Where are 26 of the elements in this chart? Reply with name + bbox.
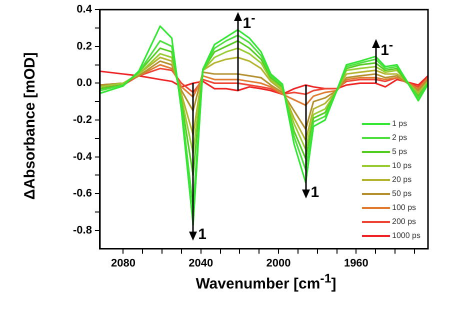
y-tick-label: 0.0 (76, 77, 92, 90)
x-tick-label: 2040 (188, 257, 214, 270)
y-tick-label: -0.2 (72, 114, 92, 126)
annotation: 1 (310, 184, 320, 201)
legend-label: 200 ps (392, 217, 416, 226)
y-tick-label: 0.2 (76, 40, 92, 52)
x-tick-label: 2080 (111, 257, 136, 270)
y-tick-label: 0.4 (76, 4, 93, 16)
y-axis-title: ΔAbsorbance [mOD] (22, 52, 38, 200)
x-tick-label: 2000 (266, 257, 291, 270)
y-tick-label: -0.8 (72, 224, 92, 236)
x-tick-label: 1960 (344, 257, 368, 270)
legend-label: 20 ps (392, 175, 412, 184)
legend-label: 100 ps (392, 203, 416, 212)
y-tick-label: -0.4 (72, 150, 93, 163)
annotation: 1$^{-}$ (380, 38, 394, 59)
y-tick-label: -0.6 (72, 188, 92, 200)
legend-label: 2 ps (392, 133, 408, 142)
annotation: 1 (198, 226, 206, 243)
legend-label: 1 ps (392, 119, 408, 128)
x-axis-title: Wavenumber [cm$^{-1}$] (196, 272, 336, 292)
legend-label: 1000 ps (392, 231, 420, 240)
legend-label: 10 ps (392, 161, 412, 170)
legend-label: 50 ps (392, 189, 412, 198)
legend-label: 5 ps (392, 147, 408, 156)
annotation: 1$^{-}$ (242, 10, 256, 32)
